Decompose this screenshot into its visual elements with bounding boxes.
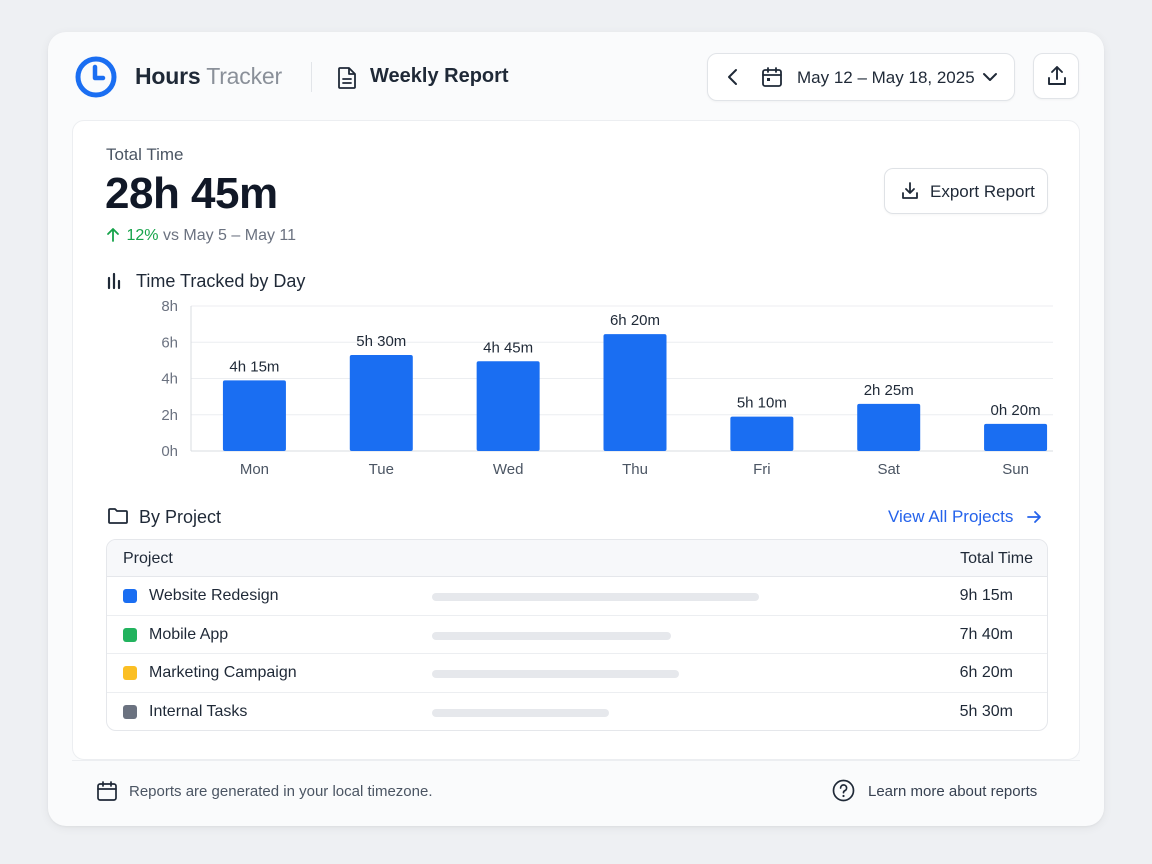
x-tick-label: Wed	[493, 461, 524, 478]
table-row[interactable]: Internal Tasks 5h 30m	[107, 693, 1047, 731]
project-color-swatch	[123, 627, 137, 642]
chart-title: Time Tracked by Day	[136, 271, 306, 291]
x-tick-label: Thu	[622, 461, 648, 478]
y-tick-label: 6h	[161, 334, 178, 351]
project-progress-bar	[432, 593, 759, 601]
project-color-swatch	[123, 704, 137, 719]
bar	[222, 380, 286, 451]
bar-value-label: 2h 25m	[864, 382, 914, 399]
x-tick-label: Tue	[369, 461, 394, 478]
bar	[349, 354, 413, 451]
chevron-left-icon[interactable]	[722, 66, 744, 88]
project-name: Marketing Campaign	[149, 664, 297, 681]
bar	[984, 423, 1048, 451]
header-divider	[311, 62, 312, 92]
page-title: Weekly Report	[370, 65, 509, 87]
arrow-up-icon	[107, 228, 119, 242]
bar-value-label: 4h 15m	[229, 358, 279, 375]
project-color-swatch	[123, 589, 137, 603]
calendar-icon	[97, 781, 117, 801]
calendar-icon	[762, 67, 782, 87]
bar-value-label: 4h 45m	[483, 339, 533, 356]
project-name: Internal Tasks	[149, 702, 248, 720]
bar	[857, 403, 921, 451]
daily-time-chart: 0h 2h 4h 6h 8h 4h 15m Mon 5h 30m Tue 4h 45m Wed 6h …	[161, 298, 1053, 478]
date-range-picker[interactable]: May 12 – May 18, 2025	[707, 53, 1015, 101]
view-all-projects-link[interactable]: View All Projects	[888, 507, 1042, 527]
table-header: Project Total Time	[107, 540, 1047, 577]
project-progress-bar	[432, 708, 609, 717]
y-tick-label: 2h	[161, 407, 178, 424]
clock-icon	[75, 56, 117, 98]
x-tick-label: Fri	[753, 461, 771, 478]
x-tick-label: Mon	[240, 461, 269, 478]
project-total-time: 6h 20m	[959, 664, 1013, 681]
project-color-swatch	[123, 666, 137, 680]
report-panel: Total Time 28h 45m 12% vs May 5 – May 11…	[72, 120, 1080, 760]
export-report-label: Export Report	[930, 182, 1035, 201]
project-total-time: 9h 15m	[959, 587, 1013, 604]
total-time-label: Total Time	[106, 145, 184, 164]
document-icon	[338, 67, 356, 89]
x-tick-label: Sat	[877, 461, 900, 478]
bar-value-label: 5h 10m	[737, 395, 787, 412]
export-report-button[interactable]: Export Report	[884, 168, 1048, 214]
column-header-project: Project	[123, 550, 173, 567]
project-total-time: 5h 30m	[959, 702, 1013, 720]
bar	[476, 361, 540, 451]
bar-chart-icon	[107, 272, 121, 290]
y-tick-label: 0h	[161, 443, 178, 460]
project-name: Mobile App	[149, 625, 229, 643]
download-icon	[902, 182, 918, 199]
footer: Reports are generated in your local time…	[72, 760, 1080, 826]
learn-more-link[interactable]: Learn more about reports	[868, 783, 1038, 800]
report-card: Hours Tracker Weekly Report May 12 – May…	[48, 32, 1104, 826]
column-header-total-time: Total Time	[960, 550, 1033, 567]
chevron-down-icon	[983, 73, 997, 81]
share-button[interactable]	[1033, 53, 1079, 99]
table-row[interactable]: Website Redesign 9h 15m	[107, 577, 1047, 616]
question-circle-icon[interactable]	[832, 779, 855, 802]
arrow-right-icon	[1027, 511, 1041, 523]
y-tick-label: 4h	[161, 371, 178, 388]
by-project-title: By Project	[139, 507, 222, 527]
x-tick-label: Sun	[1002, 461, 1029, 478]
project-total-time: 7h 40m	[959, 625, 1013, 643]
project-progress-bar	[432, 631, 671, 640]
upload-icon	[1048, 66, 1066, 85]
bar-value-label: 5h 30m	[356, 333, 406, 350]
project-table: Project Total Time Website Redesign 9h 15…	[106, 539, 1048, 731]
table-row[interactable]: Marketing Campaign 6h 20m	[107, 654, 1047, 693]
bar-value-label: 6h 20m	[610, 312, 660, 329]
timezone-note: Reports are generated in your local time…	[129, 783, 433, 800]
project-name: Website Redesign	[149, 587, 279, 604]
change-comparison: vs May 5 – May 11	[162, 227, 297, 244]
bar	[603, 334, 667, 451]
app-title: Hours Tracker	[135, 63, 282, 89]
total-time-value: 28h 45m	[105, 169, 278, 218]
bar	[730, 416, 794, 451]
table-row[interactable]: Mobile App 7h 40m	[107, 616, 1047, 654]
folder-icon	[108, 508, 128, 524]
project-progress-bar	[432, 670, 679, 678]
change-indicator: 12% vs May 5 – May 11	[106, 227, 296, 245]
bar-value-label: 0h 20m	[991, 402, 1041, 419]
y-tick-label: 8h	[161, 298, 178, 315]
date-range-label: May 12 – May 18, 2025	[797, 68, 975, 87]
change-percent: 12%	[126, 227, 159, 244]
